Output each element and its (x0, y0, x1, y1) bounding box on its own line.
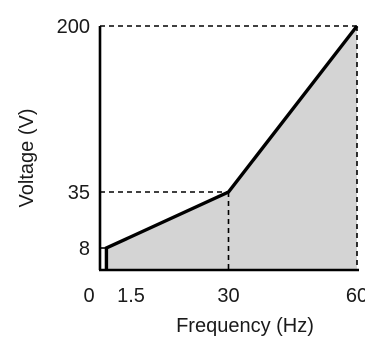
area-fill (106, 26, 357, 270)
y-tick-label-2: 200 (57, 16, 90, 38)
x-tick-label-3: 60 (346, 285, 365, 307)
x-tick-label-1: 1.5 (117, 285, 145, 307)
x-tick-label-2: 30 (217, 285, 239, 307)
y-tick-label-0: 8 (79, 238, 90, 260)
x-axis-label: Frequency (Hz) (176, 315, 314, 337)
y-axis-label: Voltage (V) (16, 109, 38, 208)
y-tick-label-1: 35 (68, 182, 90, 204)
x-tick-label-0: 0 (83, 285, 94, 307)
